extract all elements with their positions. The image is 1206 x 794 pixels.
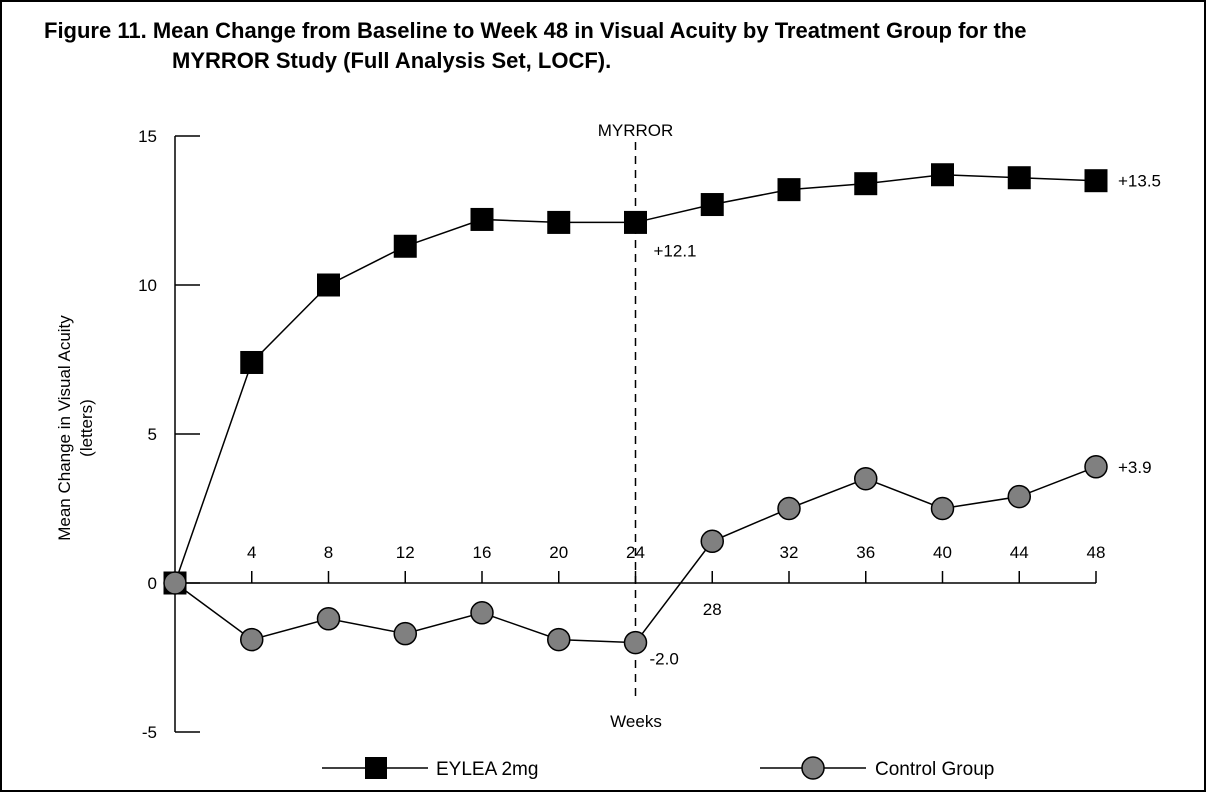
x-tick-label: 8 [324,543,333,562]
x-tick-label: 44 [1010,543,1029,562]
legend-marker-control [801,756,825,780]
x-tick-label: 20 [549,543,568,562]
y-tick-label: 5 [148,425,157,444]
eylea-point [1007,166,1031,190]
y-tick-label: 0 [148,574,157,593]
eylea-point [1084,169,1108,193]
control-point [777,496,801,521]
data-annotation: +13.5 [1118,172,1161,191]
eylea-point [777,178,801,202]
data-annotation: -2.0 [650,650,679,669]
y-axis-label-line1: Mean Change in Visual Acuity [55,315,74,541]
control-point [1084,455,1108,479]
chart-title-line1: Figure 11. Mean Change from Baseline to … [44,18,1027,43]
legend-label-control: Control Group [875,759,994,780]
eylea-point [317,273,340,297]
control-point [547,627,571,652]
eylea-point [547,210,571,234]
eylea-point [700,193,724,217]
y-tick-label: 15 [138,127,157,146]
x-tick-label: 12 [396,543,415,562]
legend-marker-eylea [365,757,387,779]
control-point [470,601,494,625]
x-tick-label: 32 [780,543,799,562]
x-axis-label: Weeks [610,712,662,731]
control-point [163,571,187,595]
x-tick-label: 36 [856,543,875,562]
y-tick-label: 10 [138,276,157,295]
x-tick-label: 4 [247,543,256,562]
y-tick-label: -5 [142,723,157,742]
reference-line-group: MYRROR [598,121,674,702]
legend-label-eylea: EYLEA 2mg [436,759,538,780]
eylea-point [624,210,647,234]
x-tick-label: 48 [1087,543,1106,562]
x-tick-label: 16 [473,543,492,562]
reference-line-label: MYRROR [598,121,674,140]
x-tick-label: 40 [933,543,952,562]
data-annotation: +12.1 [654,241,697,260]
control-point [700,529,724,554]
eylea-point [470,207,494,231]
control-point [623,630,648,655]
control-point [393,621,417,646]
eylea-point [931,163,954,187]
y-axis-label-line2: (letters) [77,399,96,457]
control-point [316,607,341,631]
control-point [854,466,878,491]
legend: EYLEA 2mg Control Group [322,756,994,780]
x-tick-label: 28 [703,600,722,619]
eylea-point [240,350,264,374]
data-annotation: +3.9 [1118,458,1152,477]
series-group [163,163,1108,655]
control-point [930,496,955,521]
control-point [240,627,264,652]
eylea-point [393,234,417,258]
eylea-point [854,172,878,196]
control-point [1007,484,1031,509]
annotations: +13.5 +12.1 +3.9 -2.0 [650,172,1162,669]
chart-title-line2: MYRROR Study (Full Analysis Set, LOCF). [172,48,611,73]
